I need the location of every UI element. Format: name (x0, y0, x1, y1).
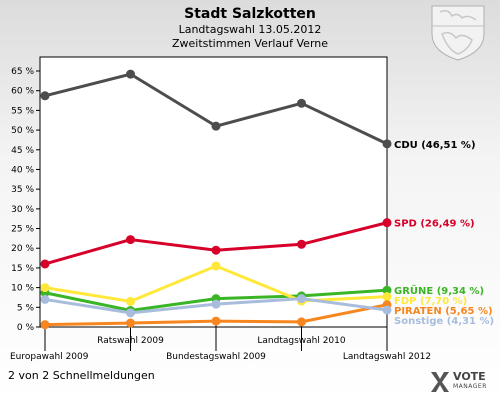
x-tick-label: Ratswahl 2009 (97, 336, 164, 346)
data-point (211, 299, 221, 309)
series-piraten (40, 300, 392, 330)
chart-subtitle-line-1: Landtagswahl 13.05.2012 (179, 23, 322, 36)
data-point (126, 318, 135, 328)
x-tick-label: Landtagswahl 2010 (257, 336, 346, 346)
y-tick-label: 0 % (17, 323, 35, 333)
y-tick-label: 35 % (11, 185, 34, 195)
data-point (382, 139, 392, 149)
y-tick-label: 45 % (11, 146, 34, 156)
series-spd (40, 218, 392, 269)
y-tick-label: 40 % (11, 165, 34, 175)
data-point (382, 305, 392, 315)
data-point (126, 308, 135, 318)
series-layer (40, 69, 392, 330)
y-tick-label: 25 % (11, 225, 34, 235)
x-axis: Europawahl 2009 Ratswahl 2009Bundestagswa… (10, 322, 431, 362)
data-point (211, 121, 221, 131)
y-tick-label: 60 % (11, 87, 34, 97)
data-point (211, 316, 221, 326)
y-tick-label: 50 % (11, 126, 34, 136)
y-tick-label: 65 % (11, 67, 34, 77)
series-end-label: SPD (26,49 %) (394, 219, 475, 230)
footer-status: 2 von 2 Schnellmeldungen (8, 369, 155, 382)
data-point (297, 294, 306, 304)
brand-line-1: VOTE (453, 370, 486, 383)
series-end-label: GRÜNE (9,34 %) (394, 283, 484, 297)
series-end-label: CDU (46,51 %) (394, 140, 476, 151)
y-tick-label: 55 % (11, 106, 34, 116)
series-cdu (40, 69, 392, 149)
data-point (126, 235, 135, 245)
data-point (297, 239, 306, 249)
votemanager-logo: VOTE MANAGER (428, 368, 498, 398)
vote-x-icon (431, 372, 449, 392)
y-tick-label: 30 % (11, 205, 34, 215)
x-tick-label: Bundestagswahl 2009 (166, 352, 266, 362)
data-point (382, 292, 392, 302)
chart-title: Stadt Salzkotten (184, 6, 316, 22)
y-tick-label: 5 % (17, 303, 35, 313)
series-label-layer: CDU (46,51 %) SPD (26,49 %) GRÜNE (9,34 %)… (394, 140, 494, 327)
data-point (40, 283, 50, 293)
plot-area (39, 56, 388, 328)
series-end-label: Sonstige (4,31 %) (394, 316, 494, 327)
data-point (126, 69, 135, 79)
y-tick-label: 10 % (11, 284, 34, 294)
series-sonstige (40, 294, 392, 318)
x-tick-label: Europawahl 2009 (10, 352, 89, 362)
y-tick-label: 15 % (11, 264, 34, 274)
data-point (297, 317, 306, 327)
data-point (297, 98, 306, 108)
chart-subtitle-line-2: Zweitstimmen Verlauf Verne (172, 37, 328, 50)
data-point (382, 218, 392, 228)
data-point (40, 259, 50, 269)
y-axis: 0 % 5 % 10 % 15 % 20 % 25 % 30 % 35 % 40 % 45 % 50… (11, 67, 40, 333)
data-point (211, 245, 221, 255)
series-end-label: FDP (7,70 %) (394, 296, 467, 307)
series-end-label: PIRATEN (5,65 %) (394, 306, 493, 317)
data-point (211, 261, 221, 271)
data-point (40, 320, 50, 330)
coat-of-arms-logo (431, 5, 485, 61)
data-point (40, 294, 50, 304)
data-point (40, 91, 50, 101)
y-tick-label: 20 % (11, 244, 34, 254)
brand-line-2: MANAGER (453, 383, 487, 390)
x-tick-label: Landtagswahl 2012 (343, 352, 431, 362)
data-point (126, 296, 135, 306)
data-point (382, 285, 392, 295)
